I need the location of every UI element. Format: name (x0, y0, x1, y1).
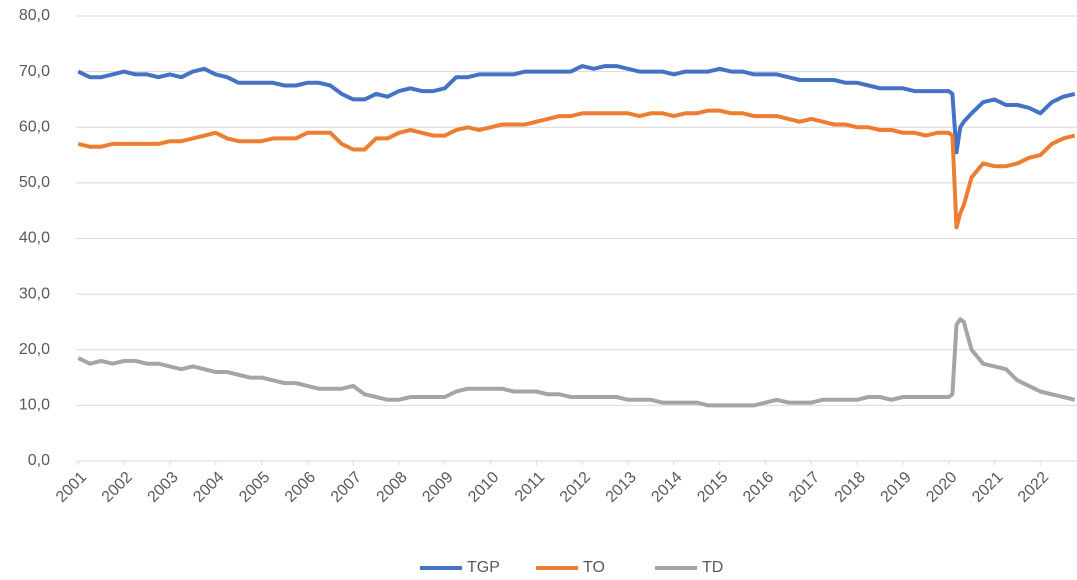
x-tick-label: 2012 (557, 469, 594, 506)
x-tick-label: 2021 (969, 469, 1006, 506)
y-tick-label: 80,0 (19, 7, 50, 24)
x-tick-label: 2003 (145, 469, 182, 506)
y-tick-label: 30,0 (19, 285, 50, 302)
x-tick-label: 2011 (512, 469, 548, 505)
x-tick-label: 2005 (236, 469, 273, 506)
y-tick-label: 20,0 (19, 341, 50, 358)
series-line (77, 64, 1076, 155)
x-tick-label: 2017 (786, 469, 823, 506)
y-tick-label: 50,0 (19, 174, 50, 191)
y-tick-label: 60,0 (19, 118, 50, 135)
x-tick-label: 2001 (53, 469, 90, 506)
x-tick-label: 2008 (374, 469, 411, 506)
x-tick-label: 2018 (832, 469, 869, 506)
x-tick-label: 2013 (603, 469, 640, 506)
x-tick-label: 2014 (648, 469, 685, 506)
series-line (77, 317, 1076, 408)
y-tick-label: 0,0 (28, 452, 50, 469)
x-tick-label: 2006 (282, 469, 319, 506)
x-tick-label: 2016 (740, 469, 777, 506)
x-tick-label: 2007 (328, 469, 365, 506)
y-tick-label: 40,0 (19, 230, 50, 247)
x-tick-label: 2015 (694, 469, 731, 506)
legend-label: TD (702, 559, 723, 576)
x-tick-label: 2009 (419, 469, 456, 506)
y-tick-label: 10,0 (19, 397, 50, 414)
x-tick-label: 2019 (878, 469, 915, 506)
legend-label: TO (583, 559, 605, 576)
series-line (77, 108, 1076, 230)
x-tick-label: 2020 (923, 469, 960, 506)
x-tick-label: 2022 (1015, 469, 1052, 506)
x-tick-label: 2010 (465, 469, 502, 506)
legend-label: TGP (467, 559, 500, 576)
y-tick-label: 70,0 (19, 63, 50, 80)
x-tick-label: 2004 (190, 469, 227, 506)
x-tick-label: 2002 (99, 469, 136, 506)
